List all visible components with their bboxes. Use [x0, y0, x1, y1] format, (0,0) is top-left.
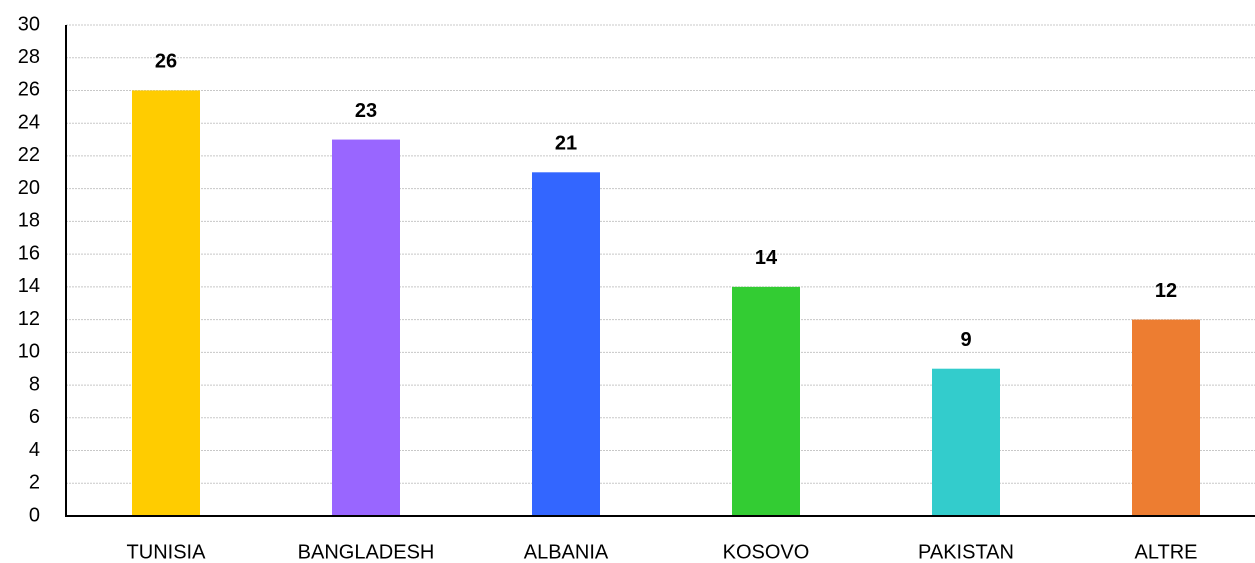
y-tick-label: 8 [29, 373, 40, 395]
bar [132, 90, 200, 516]
bar [732, 286, 800, 516]
data-label: 14 [755, 247, 778, 269]
y-tick-label: 2 [29, 472, 40, 494]
data-label: 12 [1155, 280, 1177, 302]
y-tick-label: 0 [29, 504, 40, 526]
y-tick-label: 6 [29, 406, 40, 428]
y-tick-label: 28 [18, 46, 40, 68]
y-tick-label: 30 [18, 13, 40, 35]
x-tick-label: KOSOVO [723, 541, 810, 563]
x-tick-label: BANGLADESH [298, 541, 435, 563]
y-tick-label: 4 [29, 439, 40, 461]
y-tick-label: 14 [18, 275, 40, 297]
y-tick-label: 20 [18, 177, 40, 199]
bar [532, 172, 600, 517]
y-tick-label: 16 [18, 242, 40, 264]
data-label: 23 [355, 100, 377, 122]
x-tick-label: TUNISIA [127, 541, 207, 563]
y-tick-label: 24 [18, 111, 40, 133]
data-label: 9 [960, 329, 971, 351]
bar [1132, 319, 1200, 516]
y-tick-label: 22 [18, 144, 40, 166]
data-label: 21 [555, 133, 577, 155]
x-tick-label: PAKISTAN [918, 541, 1014, 563]
data-label: 26 [155, 51, 177, 73]
bar [932, 368, 1000, 516]
y-tick-label: 10 [18, 341, 40, 363]
x-tick-label: ALBANIA [524, 541, 609, 563]
x-tick-label: ALTRE [1135, 541, 1198, 563]
y-tick-label: 26 [18, 79, 40, 101]
y-tick-label: 12 [18, 308, 40, 330]
y-tick-label: 18 [18, 210, 40, 232]
bar [332, 139, 400, 517]
